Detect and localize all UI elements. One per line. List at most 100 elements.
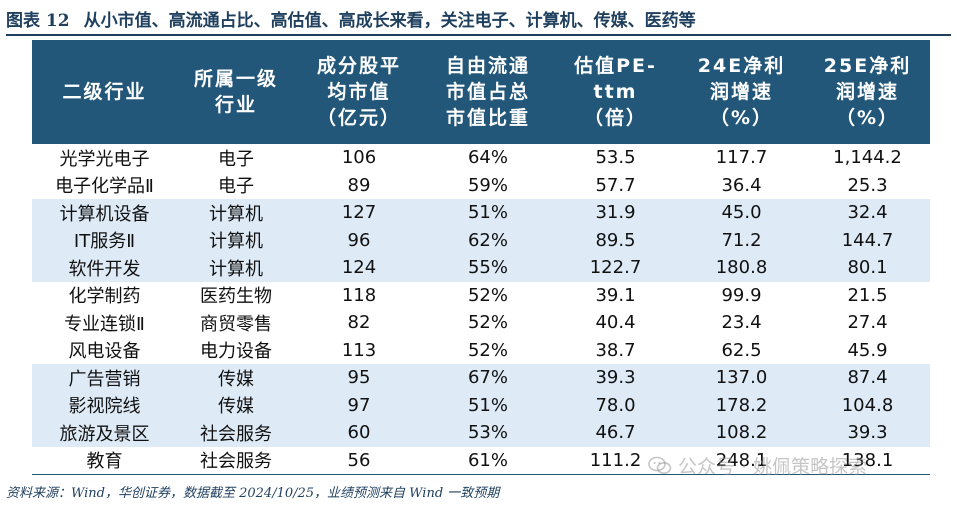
cell-primary-industry: 商贸零售	[200, 313, 272, 335]
table-row: 风电设备 电力设备 113 52% 38.7 62.5 45.9	[32, 337, 930, 365]
cell-sub-industry: 风电设备	[68, 341, 141, 363]
industry-table: 二级行业 所属一级 行业 成分股平 均市值 （亿元） 自由流通 市值占总 市值比…	[32, 40, 930, 475]
cell-sub-industry: 光学光电子	[59, 148, 150, 170]
cell-growth-24e: 45.0	[678, 199, 805, 227]
cell-free-float-ratio: 51%	[423, 199, 553, 227]
cell-growth-24e: 36.4	[721, 174, 762, 196]
cell-pe-ttm: 53.5	[595, 147, 636, 169]
cell-free-float-ratio: 62%	[423, 226, 553, 254]
cell-avg-market-cap: 56	[295, 446, 423, 475]
cell-pe-ttm: 78.0	[553, 391, 678, 419]
cell-sub-industry: 专业连锁Ⅱ	[64, 313, 145, 335]
cell-primary-industry: 计算机	[177, 226, 295, 254]
cell-free-float-ratio: 52%	[467, 284, 508, 306]
cell-growth-25e: 39.3	[805, 419, 930, 447]
cell-growth-25e: 80.1	[805, 254, 930, 282]
figure-title: 图表 12 从小市值、高流通占比、高估值、高成长来看，关注电子、计算机、传媒、医药…	[6, 6, 696, 31]
cell-sub-industry: 计算机设备	[32, 199, 177, 227]
header-24e-profit-growth: 24E净利 润增速 （%）	[678, 40, 805, 144]
source-note: 资料来源：Wind，华创证券，数据截至 2024/10/25，业绩预测来自 Wi…	[6, 486, 500, 501]
cell-growth-25e: 138.1	[805, 446, 930, 475]
cell-avg-market-cap: 97	[295, 391, 423, 419]
cell-primary-industry: 社会服务	[177, 446, 295, 475]
cell-pe-ttm: 57.7	[595, 174, 636, 196]
cell-pe-ttm: 31.9	[553, 199, 678, 227]
cell-free-float-ratio: 59%	[467, 174, 508, 196]
cell-sub-industry: 广告营销	[32, 364, 177, 392]
figure-label: 图表 12	[6, 11, 70, 31]
cell-avg-market-cap: 106	[341, 147, 377, 169]
cell-growth-24e: 180.8	[678, 254, 805, 282]
cell-avg-market-cap: 82	[347, 312, 371, 334]
table-header-row: 二级行业 所属一级 行业 成分股平 均市值 （亿元） 自由流通 市值占总 市值比…	[32, 40, 930, 144]
cell-growth-24e: 117.7	[715, 147, 768, 169]
cell-primary-industry: 电力设备	[200, 341, 272, 363]
cell-pe-ttm: 46.7	[553, 419, 678, 447]
cell-primary-industry: 电子	[218, 176, 254, 198]
cell-growth-24e: 99.9	[721, 284, 762, 306]
cell-primary-industry: 传媒	[177, 364, 295, 392]
cell-sub-industry: IT服务Ⅱ	[32, 226, 177, 254]
table-row: 软件开发 计算机 124 55% 122.7 180.8 80.1	[32, 254, 930, 282]
title-divider	[6, 34, 951, 36]
table-row: 旅游及景区 社会服务 60 53% 46.7 108.2 39.3	[32, 419, 930, 447]
table-row: 广告营销 传媒 95 67% 39.3 137.0 87.4	[32, 364, 930, 392]
header-sub-industry: 二级行业	[32, 40, 177, 144]
cell-growth-24e: 178.2	[678, 391, 805, 419]
table-row: 专业连锁Ⅱ 商贸零售 82 52% 40.4 23.4 27.4	[32, 309, 930, 337]
cell-sub-industry: 化学制药	[68, 286, 141, 308]
cell-growth-25e: 1,144.2	[833, 147, 902, 169]
cell-avg-market-cap: 60	[295, 419, 423, 447]
cell-free-float-ratio: 61%	[423, 446, 553, 475]
cell-avg-market-cap: 124	[295, 254, 423, 282]
cell-growth-25e: 25.3	[847, 174, 888, 196]
cell-pe-ttm: 39.3	[553, 364, 678, 392]
cell-pe-ttm: 122.7	[553, 254, 678, 282]
cell-primary-industry: 计算机	[177, 199, 295, 227]
cell-avg-market-cap: 96	[295, 226, 423, 254]
cell-pe-ttm: 39.1	[595, 284, 636, 306]
watermark-text: 公众号 · 姚佩策略探索	[678, 456, 868, 478]
cell-avg-market-cap: 89	[347, 174, 371, 196]
watermark: 公众号 · 姚佩策略探索	[648, 452, 867, 479]
wechat-icon	[648, 456, 672, 476]
cell-growth-25e: 21.5	[847, 284, 888, 306]
cell-sub-industry: 旅游及景区	[32, 419, 177, 447]
table-body: 光学光电子 电子 106 64% 53.5 117.7 1,144.2 电子化学品Ⅱ 电子 89 5…	[32, 144, 930, 475]
cell-growth-24e: 248.1	[678, 446, 805, 475]
cell-avg-market-cap: 113	[341, 339, 377, 361]
table-row: 光学光电子 电子 106 64% 53.5 117.7 1,144.2	[32, 144, 930, 172]
cell-growth-24e: 23.4	[721, 312, 762, 334]
cell-growth-25e: 32.4	[805, 199, 930, 227]
table-row: 教育 社会服务 56 61% 111.2 248.1 138.1	[32, 446, 930, 475]
table-row: 化学制药 医药生物 118 52% 39.1 99.9 21.5	[32, 282, 930, 310]
cell-pe-ttm: 89.5	[553, 226, 678, 254]
cell-free-float-ratio: 53%	[423, 419, 553, 447]
table-row: IT服务Ⅱ 计算机 96 62% 89.5 71.2 144.7	[32, 226, 930, 254]
cell-primary-industry: 电子	[218, 148, 254, 170]
cell-free-float-ratio: 55%	[423, 254, 553, 282]
cell-growth-24e: 108.2	[678, 419, 805, 447]
header-avg-market-cap: 成分股平 均市值 （亿元）	[295, 40, 423, 144]
cell-growth-24e: 137.0	[678, 364, 805, 392]
cell-growth-25e: 87.4	[805, 364, 930, 392]
cell-primary-industry: 医药生物	[200, 286, 272, 308]
cell-primary-industry: 社会服务	[177, 419, 295, 447]
cell-sub-industry: 软件开发	[32, 254, 177, 282]
header-free-float-ratio: 自由流通 市值占总 市值比重	[423, 40, 553, 144]
cell-growth-24e: 62.5	[721, 339, 762, 361]
cell-sub-industry: 电子化学品Ⅱ	[55, 176, 154, 198]
cell-pe-ttm: 38.7	[595, 339, 636, 361]
cell-growth-24e: 71.2	[678, 226, 805, 254]
cell-growth-25e: 27.4	[847, 312, 888, 334]
cell-sub-industry: 影视院线	[32, 391, 177, 419]
header-25e-profit-growth: 25E净利 润增速 （%）	[805, 40, 930, 144]
industry-table-container: 二级行业 所属一级 行业 成分股平 均市值 （亿元） 自由流通 市值占总 市值比…	[32, 40, 930, 475]
cell-free-float-ratio: 67%	[423, 364, 553, 392]
table-row: 影视院线 传媒 97 51% 78.0 178.2 104.8	[32, 391, 930, 419]
cell-free-float-ratio: 52%	[467, 312, 508, 334]
table-row: 电子化学品Ⅱ 电子 89 59% 57.7 36.4 25.3	[32, 172, 930, 200]
cell-primary-industry: 传媒	[177, 391, 295, 419]
cell-sub-industry: 教育	[32, 446, 177, 475]
cell-growth-25e: 45.9	[847, 339, 888, 361]
